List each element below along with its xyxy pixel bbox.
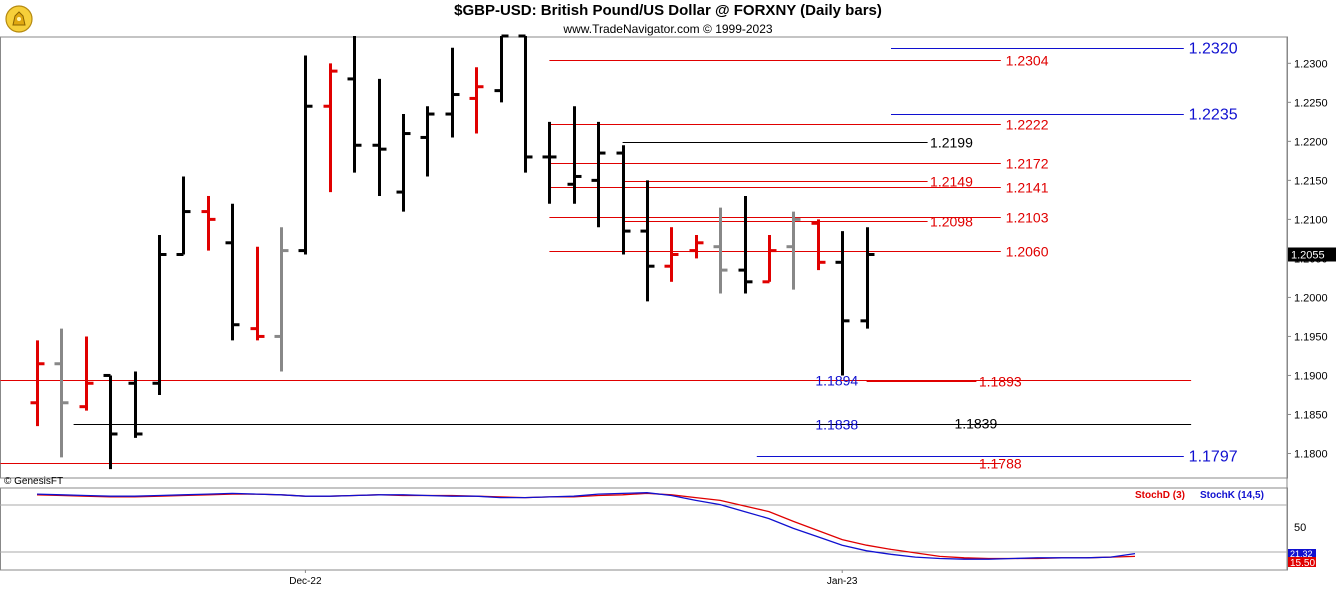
y-tick-label: 1.2150: [1294, 175, 1328, 187]
last-price-badge: [1288, 247, 1336, 262]
level-label: 1.2199: [930, 135, 973, 151]
level-label: 1.2149: [930, 174, 973, 190]
ohlc-bar: [835, 231, 850, 376]
ohlc-bar: [372, 78, 387, 196]
ohlc-bar: [128, 371, 143, 438]
y-tick-label: 1.1900: [1294, 370, 1328, 382]
ohlc-bar: [713, 207, 728, 294]
ohlc-bar: [347, 36, 362, 173]
ohlc-bar: [79, 336, 94, 411]
level-label: 1.1797: [1189, 449, 1238, 466]
stochk-value: 21.32: [1290, 549, 1313, 559]
y-tick-label: 1.1850: [1294, 409, 1328, 421]
ohlc-bar: [762, 234, 777, 284]
ohlc-bar: [152, 234, 167, 395]
level-label: 1.2141: [1006, 180, 1049, 196]
watermark-label: © GenesisFT: [4, 476, 63, 487]
ohlc-bar: [201, 195, 216, 251]
level-label: 1.1838: [815, 417, 858, 433]
level-label: 1.1839: [954, 416, 997, 432]
ohlc-bar: [518, 34, 533, 173]
ohlc-bar: [616, 145, 631, 255]
stochd-value: 15.50: [1290, 558, 1315, 569]
ohlc-bar: [176, 176, 191, 256]
ohlc-bar: [664, 227, 679, 282]
y-tick-label: 1.2200: [1294, 136, 1328, 148]
level-label: 1.2060: [1006, 244, 1049, 260]
ohlc-bar: [567, 106, 582, 204]
ohlc-bar: [591, 121, 606, 228]
ohlc-bar: [786, 211, 801, 290]
ohlc-bar: [860, 227, 875, 329]
chart-subtitle: www.TradeNavigator.com © 1999-2023: [563, 22, 773, 36]
price-bars: [30, 34, 875, 470]
ohlc-bar: [640, 180, 655, 302]
stoch-line: [36, 492, 1136, 560]
ohlc-bar: [738, 195, 753, 294]
stochk-legend: StochK (14,5): [1200, 490, 1264, 501]
ohlc-bar: [494, 34, 509, 103]
stoch-tick-label: 50: [1294, 522, 1306, 534]
ohlc-bar: [298, 55, 313, 255]
level-label: 1.2235: [1189, 107, 1238, 124]
ohlc-bar: [445, 47, 460, 138]
y-tick-label: 1.1800: [1294, 448, 1328, 460]
chart-labels: © GenesisFT: [4, 476, 63, 487]
level-label: 1.2172: [1006, 156, 1049, 172]
level-label: 1.1893: [979, 374, 1022, 390]
ohlc-bar: [250, 246, 265, 341]
ohlc-bar: [420, 106, 435, 177]
ohlc-bar: [542, 121, 557, 204]
chart-title: $GBP-USD: British Pound/US Dollar @ FORX…: [454, 2, 882, 19]
level-label: 1.2304: [1006, 53, 1049, 69]
x-tick-label: Jan-23: [827, 576, 858, 587]
ohlc-bar: [323, 63, 338, 193]
ohlc-bar: [225, 203, 240, 341]
last-price-label: 1.2055: [1291, 250, 1325, 262]
level-label: 1.1894: [815, 373, 858, 389]
chart-axes: 1.18001.18501.19001.19501.20001.20501.21…: [0, 36, 1336, 587]
y-tick-label: 1.2000: [1294, 292, 1328, 304]
ohlc-bar: [469, 67, 484, 134]
ohlc-bar: [396, 114, 411, 212]
price-panel-frame: [0, 36, 1288, 479]
ohlc-bar: [54, 328, 69, 458]
stochd-value-badge: [1288, 557, 1316, 567]
level-label: 1.2320: [1189, 41, 1238, 58]
ohlc-bar: [274, 227, 289, 372]
level-label: 1.1788: [979, 456, 1022, 472]
x-tick-label: Dec-22: [289, 576, 322, 587]
level-label: 1.2222: [1006, 117, 1049, 133]
ohlc-bar: [689, 234, 704, 259]
ohlc-bar: [811, 219, 826, 271]
y-tick-label: 1.2100: [1294, 214, 1328, 226]
trade-navigator-logo-icon: [4, 4, 34, 34]
stochd-legend: StochD (3): [1135, 490, 1185, 501]
ohlc-bar: [103, 373, 118, 470]
stochk-value-badge: [1288, 549, 1316, 558]
level-label: 1.2103: [1006, 210, 1049, 226]
stoch-line: [36, 492, 1136, 560]
y-tick-label: 1.2250: [1294, 97, 1328, 109]
fibonacci-levels: 1.2320 1.2304 1.2235 1.2222 1.2199 1.2172 1.21…: [0, 41, 1238, 472]
y-tick-label: 1.2300: [1294, 58, 1328, 70]
level-label: 1.2098: [930, 214, 973, 230]
ohlc-bar: [30, 340, 45, 427]
y-tick-label: 1.1950: [1294, 331, 1328, 343]
